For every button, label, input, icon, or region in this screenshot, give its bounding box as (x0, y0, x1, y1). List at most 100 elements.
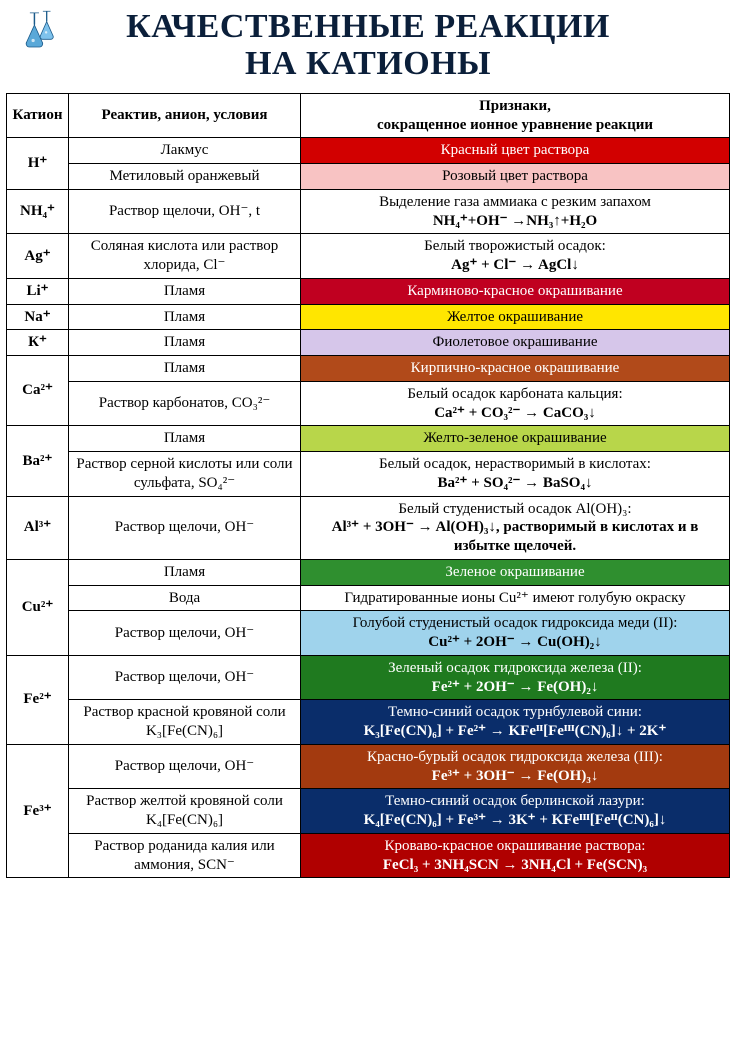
sign-equation: K₃[Fe(CN)₆] + Fe²⁺ → KFeᴵᴵ[Feᴵᴵᴵ(CN)₆]↓ … (305, 722, 725, 741)
table-row: Ba²⁺ПламяЖелто-зеленое окрашивание (7, 426, 730, 452)
reagent-cell: Раствор роданида калия или аммония, SCN⁻ (69, 833, 301, 878)
sign-header: Белый осадок карбоната кальция: (305, 385, 725, 404)
reagent-cell: Соляная кислота или раствор хлорида, Cl⁻ (69, 234, 301, 279)
cation-cell: Ba²⁺ (7, 426, 69, 496)
col-header-sign: Признаки, сокращенное ионное уравнение р… (301, 93, 730, 138)
sign-cell: Зеленое окрашивание (301, 559, 730, 585)
sign-header: Белый осадок, нерастворимый в кислотах: (305, 455, 725, 474)
reagent-cell: Пламя (69, 278, 301, 304)
cation-cell: Ca²⁺ (7, 356, 69, 426)
cation-cell: Fe³⁺ (7, 744, 69, 878)
col-header-sign-1: Признаки, (479, 98, 551, 114)
sign-header: Голубой студенистый осадок гидроксида ме… (305, 614, 725, 633)
sign-equation: Ag⁺ + Cl⁻ → AgCl↓ (305, 256, 725, 275)
cation-cell: Al³⁺ (7, 496, 69, 559)
document-page: КАЧЕСТВЕННЫЕ РЕАКЦИИ НА КАТИОНЫ Катион Р… (6, 8, 730, 878)
reagent-cell: Раствор серной кислоты или соли сульфата… (69, 452, 301, 497)
sign-cell: Красно-бурый осадок гидроксида железа (I… (301, 744, 730, 789)
reagent-cell: Раствор щелочи, OH⁻ (69, 496, 301, 559)
title-line-2: НА КАТИОНЫ (245, 45, 491, 82)
sign-header: Гидратированные ионы Cu²⁺ имеют голубую … (305, 589, 725, 608)
table-row: Раствор карбонатов, CO₃²⁻Белый осадок ка… (7, 381, 730, 426)
sign-cell: Кирпично-красное окрашивание (301, 356, 730, 382)
sign-cell: Желто-зеленое окрашивание (301, 426, 730, 452)
col-header-cation: Катион (7, 93, 69, 138)
sign-cell: Выделение газа аммиака с резким запахомN… (301, 189, 730, 234)
table-row: ВодаГидратированные ионы Cu²⁺ имеют голу… (7, 585, 730, 611)
cation-cell: Li⁺ (7, 278, 69, 304)
sign-equation: Ba²⁺ + SO₄²⁻ → BaSO₄↓ (305, 474, 725, 493)
reagent-cell: Пламя (69, 356, 301, 382)
reagent-cell: Пламя (69, 559, 301, 585)
sign-cell: Карминово-красное окрашивание (301, 278, 730, 304)
table-row: Na⁺ПламяЖелтое окрашивание (7, 304, 730, 330)
table-row: Fe³⁺Раствор щелочи, OH⁻Красно-бурый осад… (7, 744, 730, 789)
sign-header: Белый студенистый осадок Al(OH)₃: (305, 500, 725, 519)
reagent-cell: Вода (69, 585, 301, 611)
table-row: Раствор красной кровяной соли K₃[Fe(CN)₆… (7, 700, 730, 745)
sign-cell: Кроваво-красное окрашивание раствора:FeC… (301, 833, 730, 878)
col-header-sign-2: сокращенное ионное уравнение реакции (377, 117, 653, 133)
sign-header: Желтое окрашивание (305, 308, 725, 327)
reagent-cell: Раствор щелочи, OH⁻ (69, 744, 301, 789)
sign-equation: FeCl₃ + 3NH₄SCN → 3NH₄Cl + Fe(SCN)₃ (305, 856, 725, 875)
table-row: Fe²⁺Раствор щелочи, OH⁻Зеленый осадок ги… (7, 655, 730, 700)
sign-cell: Белый творожистый осадок:Ag⁺ + Cl⁻ → AgC… (301, 234, 730, 279)
sign-header: Желто-зеленое окрашивание (305, 429, 725, 448)
cation-cell: Cu²⁺ (7, 559, 69, 655)
reagent-cell: Метиловый оранжевый (69, 164, 301, 190)
sign-cell: Розовый цвет раствора (301, 164, 730, 190)
sign-cell: Белый студенистый осадок Al(OH)₃:Al³⁺ + … (301, 496, 730, 559)
sign-header: Красный цвет раствора (305, 141, 725, 160)
table-row: Раствор щелочи, OH⁻Голубой студенистый о… (7, 611, 730, 656)
title-line-1: КАЧЕСТВЕННЫЕ РЕАКЦИИ (126, 8, 610, 45)
table-row: Раствор роданида калия или аммония, SCN⁻… (7, 833, 730, 878)
table-row: Li⁺ПламяКарминово-красное окрашивание (7, 278, 730, 304)
sign-cell: Гидратированные ионы Cu²⁺ имеют голубую … (301, 585, 730, 611)
sign-equation: NH₄⁺+OH⁻ →NH₃↑+H₂O (305, 212, 725, 231)
sign-header: Розовый цвет раствора (305, 167, 725, 186)
sign-header: Карминово-красное окрашивание (305, 282, 725, 301)
table-row: NH₄⁺Раствор щелочи, OH⁻, tВыделение газа… (7, 189, 730, 234)
table-row: Раствор серной кислоты или соли сульфата… (7, 452, 730, 497)
table-row: Al³⁺Раствор щелочи, OH⁻Белый студенистый… (7, 496, 730, 559)
sign-header: Красно-бурый осадок гидроксида железа (I… (305, 748, 725, 767)
sign-header: Белый творожистый осадок: (305, 237, 725, 256)
table-row: Метиловый оранжевыйРозовый цвет раствора (7, 164, 730, 190)
sign-header: Кроваво-красное окрашивание раствора: (305, 837, 725, 856)
sign-header: Зеленый осадок гидроксида железа (II): (305, 659, 725, 678)
reagent-cell: Пламя (69, 304, 301, 330)
table-row: К⁺ПламяФиолетовое окрашивание (7, 330, 730, 356)
col-header-reagent: Реактив, анион, условия (69, 93, 301, 138)
table-row: Ag⁺Соляная кислота или раствор хлорида, … (7, 234, 730, 279)
reagent-cell: Пламя (69, 330, 301, 356)
flask-icon (12, 8, 64, 60)
sign-cell: Красный цвет раствора (301, 138, 730, 164)
reagent-cell: Раствор щелочи, OH⁻ (69, 611, 301, 656)
sign-cell: Темно-синий осадок берлинской лазури:K₄[… (301, 789, 730, 834)
reagent-cell: Раствор желтой кровяной соли K₄[Fe(CN)₆] (69, 789, 301, 834)
cation-cell: H⁺ (7, 138, 69, 190)
sign-cell: Зеленый осадок гидроксида железа (II):Fe… (301, 655, 730, 700)
reagent-cell: Раствор красной кровяной соли K₃[Fe(CN)₆… (69, 700, 301, 745)
sign-equation: K₄[Fe(CN)₆] + Fe³⁺ → 3K⁺ + KFeᴵᴵᴵ[Feᴵᴵ(C… (305, 811, 725, 830)
sign-equation: Al³⁺ + 3OH⁻ → Al(OH)₃↓, растворимый в ки… (305, 518, 725, 556)
sign-header: Фиолетовое окрашивание (305, 333, 725, 352)
cation-cell: Fe²⁺ (7, 655, 69, 744)
sign-cell: Голубой студенистый осадок гидроксида ме… (301, 611, 730, 656)
sign-equation: Fe²⁺ + 2OH⁻ → Fe(OH)₂↓ (305, 678, 725, 697)
sign-cell: Белый осадок карбоната кальция:Ca²⁺ + CO… (301, 381, 730, 426)
sign-cell: Фиолетовое окрашивание (301, 330, 730, 356)
sign-header: Темно-синий осадок турнбулевой сини: (305, 703, 725, 722)
page-title: КАЧЕСТВЕННЫЕ РЕАКЦИИ НА КАТИОНЫ (6, 8, 730, 83)
sign-header: Темно-синий осадок берлинской лазури: (305, 792, 725, 811)
cation-cell: Na⁺ (7, 304, 69, 330)
reagent-cell: Раствор карбонатов, CO₃²⁻ (69, 381, 301, 426)
sign-header: Выделение газа аммиака с резким запахом (305, 193, 725, 212)
sign-header: Кирпично-красное окрашивание (305, 359, 725, 378)
table-row: Раствор желтой кровяной соли K₄[Fe(CN)₆]… (7, 789, 730, 834)
table-row: Ca²⁺ПламяКирпично-красное окрашивание (7, 356, 730, 382)
sign-equation: Cu²⁺ + 2OH⁻ → Cu(OH)₂↓ (305, 633, 725, 652)
table-row: H⁺ЛакмусКрасный цвет раствора (7, 138, 730, 164)
reactions-table: Катион Реактив, анион, условия Признаки,… (6, 93, 730, 879)
